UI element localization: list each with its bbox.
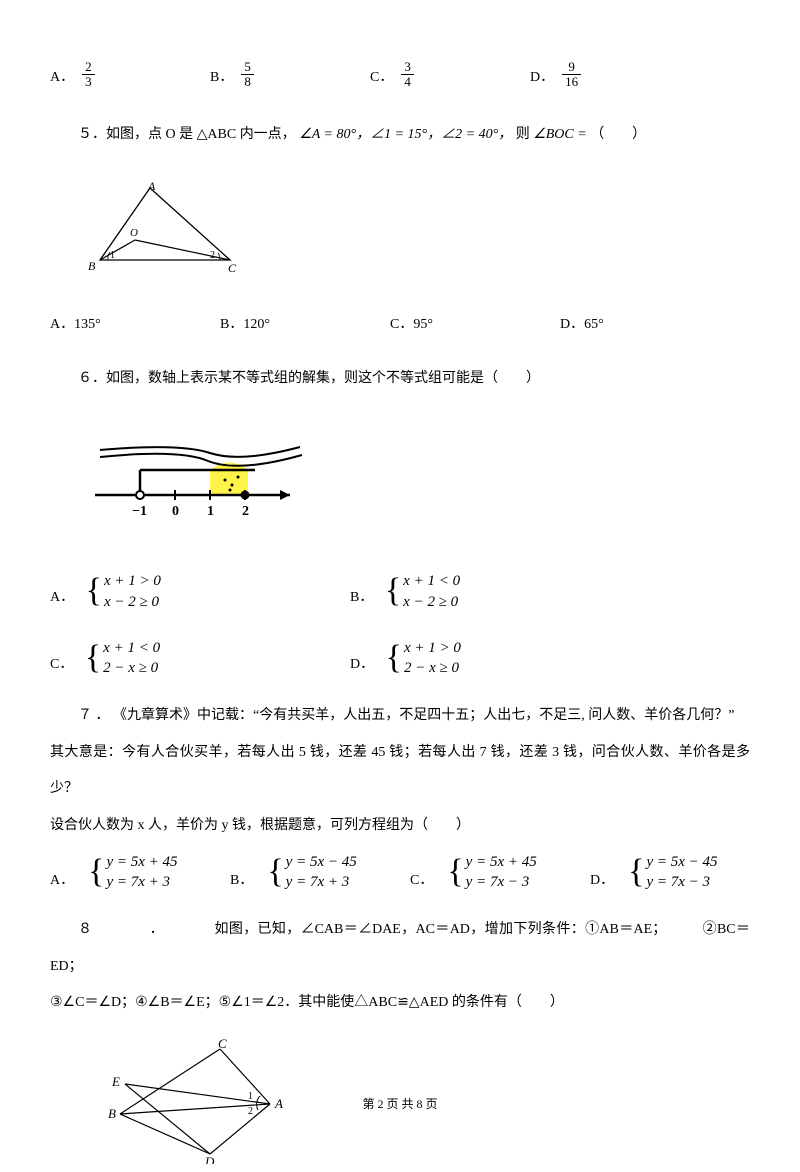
label: D． [350,657,374,672]
system: { y = 5x − 45y = 7x − 3 [628,852,717,893]
svg-text:−1: −1 [132,504,147,519]
q5-boc: ∠BOC = [533,127,587,142]
q7-line2: 其大意是：今有人合伙买羊，若每人出 5 钱，还差 45 钱；若每人出 7 钱，还… [50,735,750,808]
svg-text:1: 1 [110,250,115,261]
fraction-b: 5 8 [241,60,254,90]
fraction-a: 2 3 [82,60,95,90]
label-a: A． [50,67,74,89]
system-c: { x + 1 < 02 − x ≥ 0 [85,638,160,679]
q6-opt-a: A． { x + 1 > 0x − 2 ≥ 0 [50,571,330,612]
system: { y = 5x − 45y = 7x + 3 [267,852,356,893]
system: { y = 5x + 45y = 7x − 3 [447,852,536,893]
q5-figure: A B C O 1 2 [80,180,250,280]
eq1: x + 1 > 0 [404,640,461,656]
q6-opt-c: C． { x + 1 < 02 − x ≥ 0 [50,638,330,679]
q7-line1: ７ ． 《九章算术》中记载：“今有共买羊，人出五，不足四十五；人出七，不足三, … [50,698,750,734]
q8-line2: ③∠C＝∠D；④∠B＝∠E；⑤∠1＝∠2．其中能使△ABC≌△AED 的条件有（… [50,985,750,1021]
q4-option-c: C． 3 4 [370,60,530,90]
svg-text:0: 0 [172,504,179,519]
label: C． [410,870,433,892]
svg-text:E: E [111,1074,120,1089]
svg-text:C: C [228,261,237,275]
q4-option-b: B． 5 8 [210,60,370,90]
q6-text: ６．如图，数轴上表示某不等式组的解集，则这个不等式组可能是（ ） [50,364,750,395]
fraction-d: 9 16 [562,60,581,90]
q4-options: A． 2 3 B． 5 8 C． 3 4 D． 9 16 [50,60,750,90]
q8-line1: ８ ． 如图，已知，∠CAB＝∠DAE，AC＝AD，增加下列条件：①AB＝AE；… [50,912,750,985]
eq2: x − 2 ≥ 0 [403,594,458,610]
svg-text:1: 1 [207,504,214,519]
eq1: x + 1 < 0 [103,640,160,656]
eq2: y = 7x + 3 [106,874,170,890]
q6-figure: −1 0 1 2 [80,435,310,535]
q5-triangle: △ABC [197,127,237,142]
eq1: x + 1 > 0 [104,573,161,589]
svg-text:A: A [147,180,156,193]
svg-text:B: B [88,259,96,273]
eq1: y = 5x − 45 [286,854,357,870]
q7-opt-b: B． { y = 5x − 45y = 7x + 3 [230,852,390,893]
system: { y = 5x + 45y = 7x + 3 [88,852,177,893]
q5-prefix: ５．如图，点 O 是 [78,127,193,142]
q5-opt-b: B．120° [220,314,390,336]
q5-text: ５．如图，点 O 是 △ABC 内一点， ∠A = 80°，∠1 = 15°，∠… [50,120,750,151]
label-c: C． [370,67,393,89]
q5-then: 则 [516,127,530,142]
q6-opt-b: B． { x + 1 < 0x − 2 ≥ 0 [350,571,630,612]
q5-options: A．135° B．120° C．95° D．65° [50,314,750,336]
q6-opt-d: D． { x + 1 > 02 − x ≥ 0 [350,638,630,679]
q5-opt-a: A．135° [50,314,220,336]
svg-text:D: D [204,1154,215,1164]
eq2: 2 − x ≥ 0 [404,660,459,676]
label-d: D． [530,67,554,89]
q4-option-d: D． 9 16 [530,60,690,90]
q5-angles: ∠A = 80°，∠1 = 15°，∠2 = 40°， [299,127,512,142]
svg-text:2: 2 [242,504,249,519]
q7-line3: 设合伙人数为 x 人，羊价为 y 钱，根据题意，可列方程组为（ ） [50,808,750,844]
label: A． [50,590,74,605]
svg-text:C: C [218,1036,227,1051]
fraction-c: 3 4 [401,60,414,90]
q7-opt-d: D． { y = 5x − 45y = 7x − 3 [590,852,750,893]
eq1: y = 5x + 45 [466,854,537,870]
label: C． [50,657,73,672]
q5-opt-d: D．65° [560,314,730,336]
eq2: y = 7x − 3 [466,874,530,890]
eq1: y = 5x − 45 [646,854,717,870]
label: A． [50,870,74,892]
svg-text:2: 2 [210,250,215,261]
q6-options: A． { x + 1 > 0x − 2 ≥ 0 B． { x + 1 < 0x … [50,571,750,678]
system-b: { x + 1 < 0x − 2 ≥ 0 [385,571,460,612]
q5-paren: （ ） [590,127,646,142]
eq1: x + 1 < 0 [403,573,460,589]
svg-text:O: O [130,227,138,239]
q7-opt-a: A． { y = 5x + 45y = 7x + 3 [50,852,210,893]
label: B． [350,590,373,605]
eq2: x − 2 ≥ 0 [104,594,159,610]
q5-opt-c: C．95° [390,314,560,336]
q5-mid: 内一点， [240,127,296,142]
eq2: y = 7x + 3 [286,874,350,890]
label: D． [590,870,614,892]
page-footer: 第 2 页 共 8 页 [0,1095,800,1114]
eq1: y = 5x + 45 [106,854,177,870]
label: B． [230,870,253,892]
eq2: 2 − x ≥ 0 [103,660,158,676]
system-d: { x + 1 > 02 − x ≥ 0 [386,638,461,679]
q4-option-a: A． 2 3 [50,60,210,90]
q7-opt-c: C． { y = 5x + 45y = 7x − 3 [410,852,570,893]
label-b: B． [210,67,233,89]
eq2: y = 7x − 3 [646,874,710,890]
system-a: { x + 1 > 0x − 2 ≥ 0 [86,571,161,612]
q7-options: A． { y = 5x + 45y = 7x + 3 B． { y = 5x −… [50,852,750,893]
